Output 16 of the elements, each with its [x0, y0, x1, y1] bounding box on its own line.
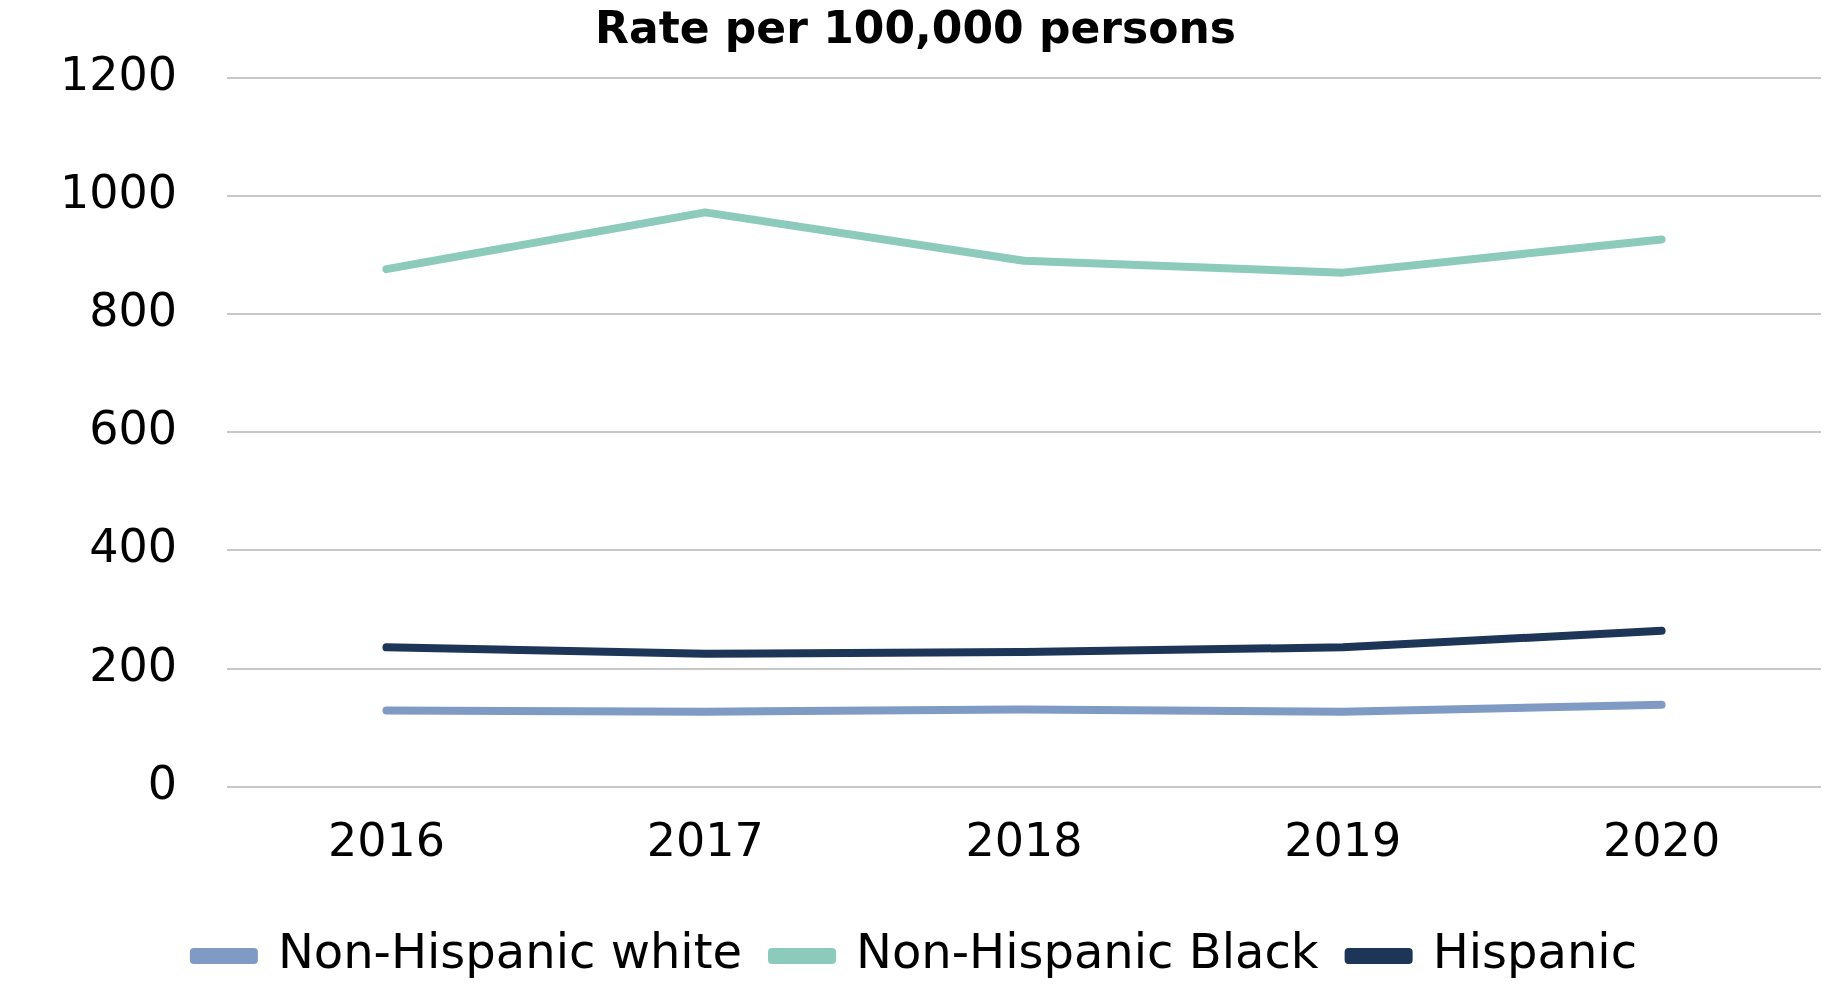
- y-tick-label: 400: [89, 519, 178, 574]
- y-tick-label: 200: [89, 637, 178, 692]
- y-tick-label: 600: [89, 401, 178, 456]
- y-tick-label: 1000: [59, 164, 178, 219]
- chart-title: Rate per 100,000 persons: [595, 1, 1236, 53]
- y-tick-label: 1200: [59, 46, 178, 101]
- y-tick-label: 0: [147, 755, 178, 810]
- x-tick-label: 2020: [1603, 813, 1721, 868]
- x-tick-label: 2017: [646, 813, 764, 868]
- legend-label: Non-Hispanic Black: [856, 923, 1319, 980]
- legend-label: Non-Hispanic white: [277, 923, 743, 980]
- legend-label: Hispanic: [1432, 923, 1638, 980]
- x-tick-label: 2018: [965, 813, 1083, 868]
- x-tick-label: 2019: [1284, 813, 1402, 868]
- y-tick-label: 800: [89, 282, 178, 337]
- x-tick-label: 2016: [327, 813, 445, 868]
